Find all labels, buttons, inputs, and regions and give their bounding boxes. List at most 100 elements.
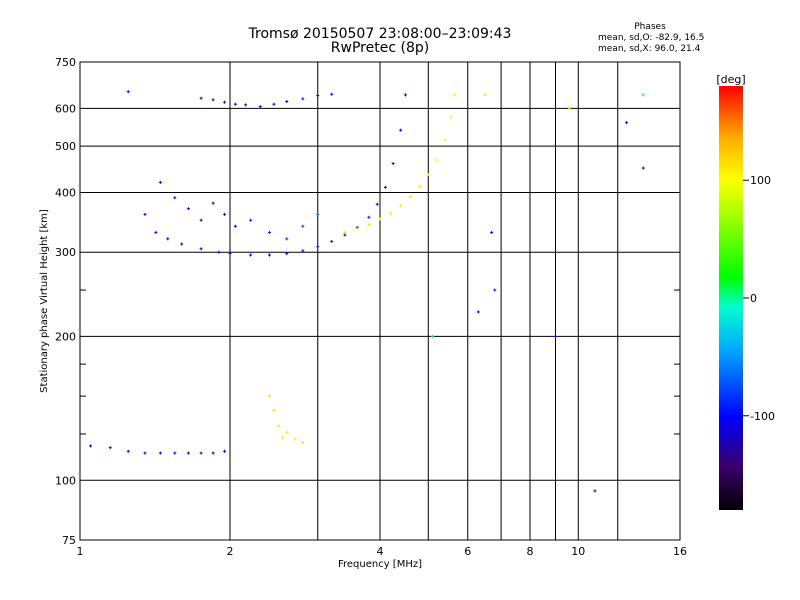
data-point — [399, 203, 403, 207]
data-point — [199, 218, 203, 222]
data-point — [301, 224, 305, 228]
y-tick-label: 600 — [55, 102, 76, 115]
data-point — [567, 106, 571, 110]
data-point — [285, 252, 289, 256]
data-point — [267, 253, 271, 257]
data-point — [180, 242, 184, 246]
colorbar-tick-label: 100 — [750, 174, 771, 187]
chart-title: Tromsø 20150507 23:08:00–23:09:43 — [248, 26, 512, 42]
x-tick-label: 1 — [77, 545, 84, 558]
y-tick-label: 300 — [55, 246, 76, 259]
data-point — [267, 230, 271, 234]
x-tick-label: 10 — [571, 545, 585, 558]
data-point — [249, 253, 253, 257]
y-tick-label: 75 — [62, 534, 76, 547]
data-point — [403, 93, 407, 97]
colorbar-ticks: 100 0 -100 — [743, 174, 775, 423]
y-axis-ticks: 75 100 200 300 400 500 600 750 — [55, 56, 680, 547]
data-point — [285, 430, 289, 434]
data-point — [211, 201, 215, 205]
data-point — [301, 97, 305, 101]
data-point — [89, 444, 93, 448]
data-point — [173, 196, 177, 200]
data-point — [293, 437, 297, 441]
data-point — [343, 233, 347, 237]
data-point — [431, 334, 435, 338]
data-point — [435, 158, 439, 162]
data-point — [199, 451, 203, 455]
colorbar — [719, 86, 743, 510]
data-point — [223, 212, 227, 216]
data-point — [272, 102, 276, 106]
data-point — [158, 451, 162, 455]
data-point — [476, 310, 480, 314]
data-point — [389, 211, 393, 215]
x-axis-ticks: 1 2 4 6 8 10 16 — [77, 545, 688, 558]
phase-stat-x: mean, sd,X: 96.0, 21.4 — [598, 44, 701, 54]
data-point — [186, 451, 190, 455]
data-point — [343, 230, 347, 234]
data-point — [641, 93, 645, 97]
plot-grid — [80, 62, 680, 540]
data-point — [281, 435, 285, 439]
data-point — [211, 98, 215, 102]
data-point — [143, 212, 147, 216]
data-point — [272, 408, 276, 412]
data-point — [217, 250, 221, 254]
data-point — [158, 180, 162, 184]
data-point — [249, 218, 253, 222]
data-point — [316, 212, 320, 216]
data-point — [355, 227, 359, 231]
data-point — [483, 93, 487, 97]
data-point — [330, 239, 334, 243]
data-point — [211, 451, 215, 455]
data-point — [285, 237, 289, 241]
data-point — [383, 185, 387, 189]
data-point — [316, 245, 320, 249]
data-points — [89, 90, 645, 493]
y-tick-label: 100 — [55, 474, 76, 487]
y-tick-label: 500 — [55, 140, 76, 153]
data-point — [493, 288, 497, 292]
data-point — [285, 100, 289, 104]
data-point — [199, 96, 203, 100]
x-tick-label: 6 — [464, 545, 471, 558]
phase-stat-o: mean, sd,O: -82.9, 16.5 — [598, 33, 705, 43]
y-tick-label: 400 — [55, 186, 76, 199]
colorbar-unit: [deg] — [716, 73, 745, 86]
data-point — [641, 166, 645, 170]
data-point — [417, 184, 421, 188]
x-tick-label: 4 — [377, 545, 384, 558]
x-tick-label: 8 — [527, 545, 534, 558]
data-point — [316, 94, 320, 98]
plot-frame — [79, 61, 681, 541]
data-point — [186, 207, 190, 211]
data-point — [267, 394, 271, 398]
data-point — [391, 161, 395, 165]
data-point — [276, 424, 280, 428]
data-point — [108, 446, 112, 450]
data-point — [173, 451, 177, 455]
data-point — [426, 173, 430, 177]
data-point — [625, 121, 629, 125]
x-axis-label: Frequency [MHz] — [338, 559, 422, 570]
data-point — [408, 195, 412, 199]
data-point — [553, 334, 557, 338]
data-point — [301, 249, 305, 253]
y-axis-label: Stationary phase Virtual Height [km] — [39, 209, 50, 393]
x-tick-label: 16 — [673, 545, 687, 558]
data-point — [126, 90, 130, 94]
colorbar-tick-label: -100 — [750, 410, 775, 423]
data-point — [233, 224, 237, 228]
data-point — [375, 202, 379, 206]
data-point — [126, 449, 130, 453]
data-point — [367, 222, 371, 226]
colorbar-tick-label: 0 — [750, 292, 757, 305]
x-tick-label: 2 — [227, 545, 234, 558]
data-point — [223, 100, 227, 104]
data-point — [258, 105, 262, 109]
data-point — [330, 92, 334, 96]
data-point — [244, 103, 248, 107]
data-point — [490, 230, 494, 234]
